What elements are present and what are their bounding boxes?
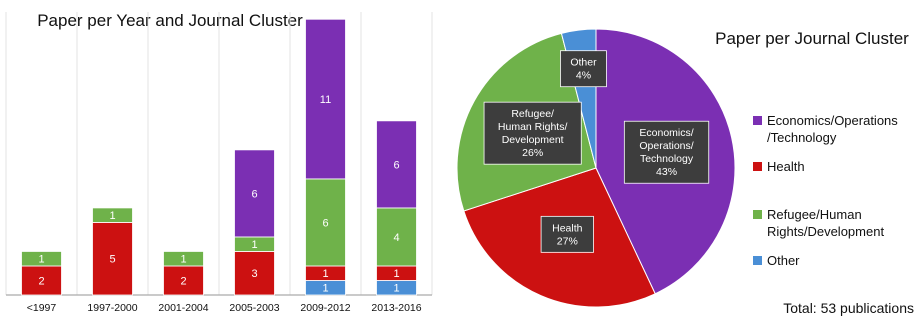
bar-segment <box>234 251 275 296</box>
legend-label: Refugee/Human <box>767 207 862 222</box>
bar-segment <box>234 149 275 238</box>
x-tick-label: 2005-2003 <box>229 302 279 314</box>
svg-text:Human Rights/: Human Rights/ <box>498 121 568 133</box>
legend-label: Rights/Development <box>767 224 885 239</box>
total-note: Total: 53 publications <box>783 300 914 316</box>
bar-segment <box>376 207 417 267</box>
svg-text:43%: 43% <box>656 166 677 178</box>
legend-item: Refugee/Human Rights/Development <box>753 206 884 240</box>
legend-swatch <box>753 256 762 265</box>
legend-item: Other <box>753 252 800 269</box>
bar-segment <box>21 251 62 267</box>
legend-label: Economics/Operations <box>767 113 898 128</box>
bar-value-label: 4 <box>393 232 399 244</box>
bar-segment <box>163 265 204 296</box>
bar-segment <box>376 120 417 209</box>
legend-swatch <box>753 116 762 125</box>
bar-value-label: 1 <box>251 239 257 251</box>
bar-value-label: 6 <box>322 217 328 229</box>
bar-value-label: 1 <box>180 254 186 266</box>
svg-text:Health: Health <box>552 222 583 234</box>
x-tick-label: 2009-2012 <box>300 302 350 314</box>
bar-value-label: 2 <box>180 275 186 287</box>
svg-text:4%: 4% <box>576 70 591 82</box>
bar-value-label: 1 <box>109 210 115 222</box>
x-tick-label: <1997 <box>27 302 57 314</box>
bar-value-label: 3 <box>251 268 257 280</box>
bar-value-label: 11 <box>320 94 331 106</box>
svg-text:Economics/: Economics/ <box>639 127 693 139</box>
bar-value-label: 6 <box>251 188 257 200</box>
bar-value-label: 6 <box>393 159 399 171</box>
legend-label: Health <box>767 159 805 174</box>
bar-value-label: 2 <box>38 275 44 287</box>
legend-label: Other <box>767 253 800 268</box>
svg-text:26%: 26% <box>522 147 543 159</box>
bar-value-label: 1 <box>393 268 399 280</box>
bar-segment <box>92 207 133 223</box>
bar-chart: 2 1 <1997 5 1 1997-2000 2 1 2001-2004 3 1 6 2005-200… <box>5 12 433 314</box>
svg-text:Operations/: Operations/ <box>639 140 693 152</box>
bar-segment <box>92 222 133 296</box>
svg-text:Refugee/: Refugee/ <box>511 108 554 120</box>
bar-segment <box>163 251 204 267</box>
pie-chart-title: Paper per Journal Cluster <box>715 29 909 48</box>
legend-swatch <box>753 162 762 171</box>
bar-segment <box>305 178 346 267</box>
legend-label: /Technology <box>767 130 837 145</box>
legend-swatch <box>753 210 762 219</box>
x-tick-label: 2013-2016 <box>371 302 421 314</box>
bar-value-label: 1 <box>38 254 44 266</box>
bar-value-label: 1 <box>322 283 328 295</box>
bar-chart-title: Paper per Year and Journal Cluster <box>37 11 303 30</box>
svg-text:27%: 27% <box>557 235 578 247</box>
svg-text:Technology: Technology <box>640 153 694 165</box>
x-tick-label: 2001-2004 <box>158 302 208 314</box>
bar-value-label: 1 <box>322 268 328 280</box>
legend-item: Economics/Operations/Technology <box>753 112 898 146</box>
svg-text:Other: Other <box>570 57 597 69</box>
bar-value-label: 1 <box>393 283 399 295</box>
legend-item: Health <box>753 158 805 175</box>
svg-text:Development: Development <box>502 134 564 146</box>
x-tick-label: 1997-2000 <box>87 302 137 314</box>
bar-value-label: 5 <box>109 254 115 266</box>
bar-segment <box>305 18 346 180</box>
